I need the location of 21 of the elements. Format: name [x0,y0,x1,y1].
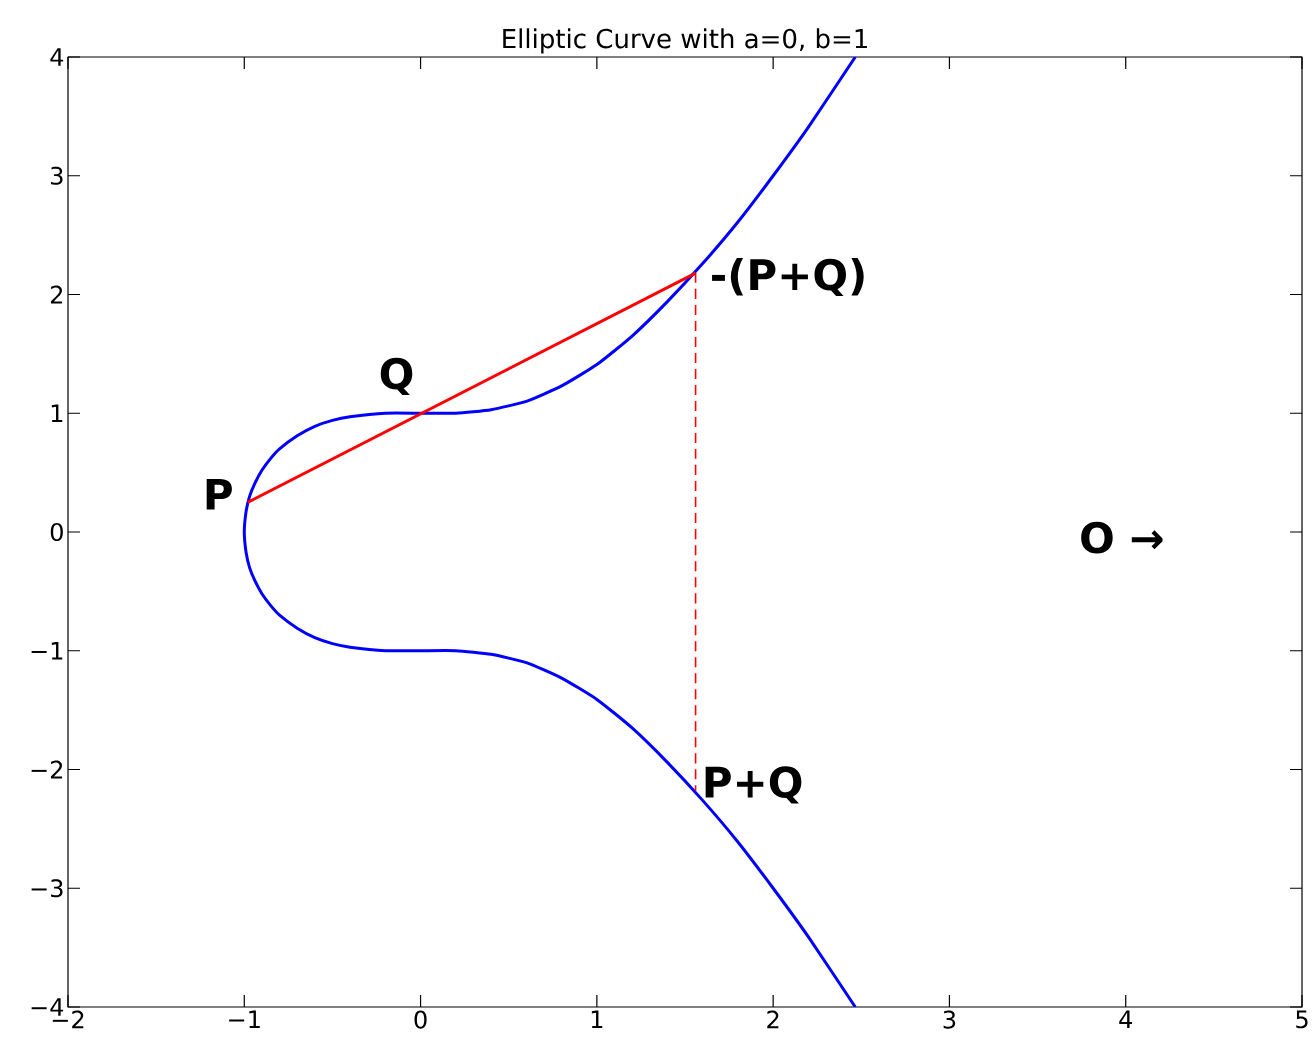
x-tick-label: 5 [1296,1010,1308,1029]
annotation: P [206,479,232,510]
y-tick-label: 3 [51,166,63,185]
y-tick-label: −1 [31,642,63,660]
x-tick-label: 0 [414,1010,427,1029]
annotation: P+Q [705,766,802,804]
annotation: Q [380,357,413,396]
y-tick-label: 4 [50,48,64,66]
y-tick-label: −2 [31,760,63,779]
chart-title: Elliptic Curve with a=0, b=1 [503,28,867,54]
x-tick-label: 4 [1119,1010,1133,1029]
x-tick-label: −1 [229,1010,260,1029]
x-tick-label: 2 [767,1010,779,1029]
x-tick-label: 1 [591,1010,603,1029]
y-tick-label: −3 [31,879,63,898]
y-tick-label: 0 [50,522,63,542]
annotation: O → [1081,521,1163,554]
annotation: -(P+Q) [712,258,864,297]
y-tick-label: 1 [51,404,63,422]
x-tick-label: 3 [943,1010,956,1029]
y-tick-label: 2 [50,285,63,304]
